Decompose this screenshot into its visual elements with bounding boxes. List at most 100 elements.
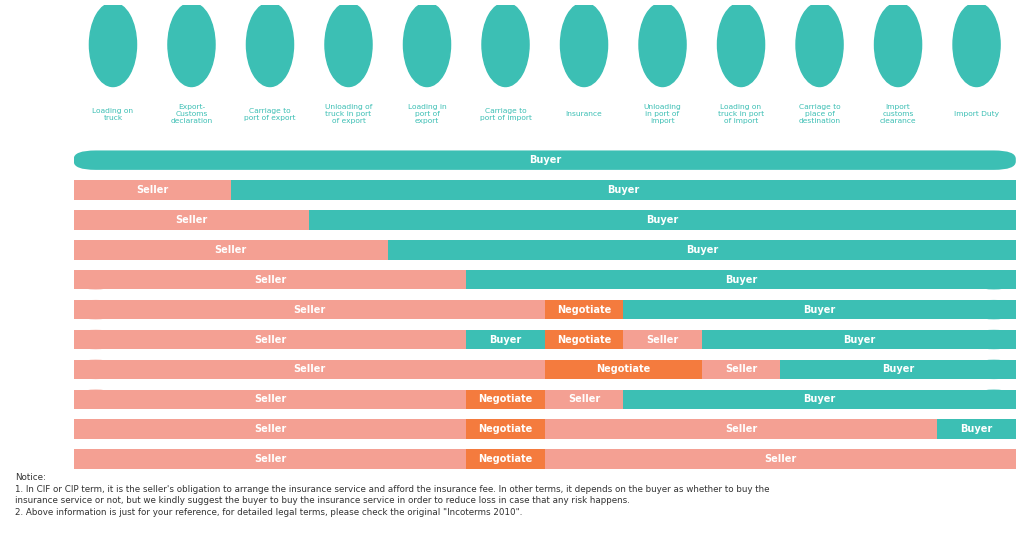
Text: Seller: Seller	[254, 275, 286, 285]
Bar	[95, 359, 118, 379]
Bar	[95, 270, 118, 289]
Text: Import
customs
clearance: Import customs clearance	[880, 105, 916, 124]
Circle shape	[482, 3, 529, 87]
Circle shape	[639, 3, 686, 87]
Bar	[780, 359, 1016, 379]
Text: Buyer: Buyer	[843, 334, 874, 345]
FancyBboxPatch shape	[972, 330, 1016, 349]
Text: Unloading of
truck in port
of export: Unloading of truck in port of export	[325, 105, 372, 124]
FancyBboxPatch shape	[972, 300, 1016, 319]
Bar	[545, 449, 1016, 469]
Text: Seller: Seller	[293, 364, 326, 374]
Circle shape	[0, 181, 38, 199]
Bar	[74, 449, 466, 469]
FancyBboxPatch shape	[74, 151, 1016, 170]
Text: Seller: Seller	[215, 245, 247, 255]
Circle shape	[0, 241, 38, 259]
Bar	[545, 359, 701, 379]
Circle shape	[325, 3, 372, 87]
Text: Insurance: Insurance	[565, 111, 602, 117]
Text: CFR: CFR	[5, 275, 25, 284]
Bar	[466, 270, 1016, 289]
Text: Buyer: Buyer	[528, 155, 561, 165]
Circle shape	[560, 3, 607, 87]
Text: FAS: FAS	[6, 215, 24, 225]
Bar	[95, 210, 118, 230]
FancyBboxPatch shape	[74, 270, 118, 289]
Bar	[937, 419, 1016, 439]
Bar	[74, 180, 230, 200]
Bar	[95, 419, 118, 439]
Text: Seller: Seller	[725, 424, 757, 434]
Text: Negotiate: Negotiate	[557, 305, 611, 315]
Text: Negotiate: Negotiate	[557, 334, 611, 345]
Bar	[74, 270, 466, 289]
Text: Seller: Seller	[293, 305, 326, 315]
Bar	[972, 240, 994, 260]
Text: FOB: FOB	[5, 246, 25, 254]
Text: Negotiate: Negotiate	[478, 395, 532, 404]
Bar	[74, 359, 545, 379]
Bar	[230, 180, 1016, 200]
Text: Buyer: Buyer	[882, 364, 914, 374]
Text: Seller: Seller	[568, 395, 600, 404]
Text: Import Duty: Import Duty	[954, 111, 999, 117]
Bar	[972, 180, 994, 200]
Text: Seller: Seller	[254, 454, 286, 464]
Bar	[74, 330, 466, 349]
Circle shape	[247, 3, 294, 87]
Text: Seller: Seller	[136, 185, 168, 195]
Bar	[701, 359, 780, 379]
FancyBboxPatch shape	[74, 210, 118, 230]
Bar	[74, 390, 466, 409]
Circle shape	[168, 3, 215, 87]
Text: Loading in
port of
export: Loading in port of export	[408, 105, 446, 124]
Text: Buyer: Buyer	[607, 185, 639, 195]
Circle shape	[89, 3, 136, 87]
Circle shape	[0, 271, 38, 288]
Circle shape	[0, 361, 38, 378]
Bar	[74, 419, 466, 439]
Bar	[972, 449, 994, 469]
Bar	[972, 359, 994, 379]
Text: Negotiate: Negotiate	[478, 424, 532, 434]
Text: CIP: CIP	[7, 365, 23, 374]
Bar	[95, 180, 118, 200]
FancyBboxPatch shape	[74, 359, 118, 379]
Circle shape	[0, 301, 38, 318]
Text: Carriage to
place of
destination: Carriage to place of destination	[799, 105, 841, 124]
Circle shape	[403, 3, 451, 87]
Text: Buyer: Buyer	[686, 245, 718, 255]
Bar	[309, 210, 1016, 230]
FancyBboxPatch shape	[972, 419, 1016, 439]
Text: Export-
Customs
declaration: Export- Customs declaration	[170, 105, 213, 124]
Text: Seller: Seller	[764, 454, 797, 464]
Text: Unloading
in port of
import: Unloading in port of import	[644, 105, 681, 124]
Text: CPT: CPT	[5, 335, 25, 344]
Bar	[972, 419, 994, 439]
FancyBboxPatch shape	[972, 210, 1016, 230]
Bar	[972, 270, 994, 289]
Text: Buyer: Buyer	[725, 275, 757, 285]
Circle shape	[796, 3, 843, 87]
Bar	[624, 390, 1016, 409]
Text: Buyer: Buyer	[804, 395, 836, 404]
Text: Buyer: Buyer	[489, 334, 521, 345]
Circle shape	[0, 391, 38, 408]
Bar	[545, 419, 937, 439]
Bar	[466, 449, 545, 469]
Circle shape	[0, 420, 38, 438]
FancyBboxPatch shape	[74, 240, 118, 260]
Text: Negotiate: Negotiate	[478, 454, 532, 464]
Text: Notice:
1. In CIF or CIP term, it is the seller's obligation to arrange the insu: Notice: 1. In CIF or CIP term, it is the…	[15, 473, 770, 517]
Text: Buyer: Buyer	[646, 215, 679, 225]
Bar	[972, 210, 994, 230]
Text: Loading on
truck: Loading on truck	[92, 108, 133, 121]
Circle shape	[0, 151, 38, 169]
Bar	[972, 300, 994, 319]
Circle shape	[874, 3, 922, 87]
Bar	[624, 330, 701, 349]
Text: Seller: Seller	[725, 364, 757, 374]
FancyBboxPatch shape	[74, 300, 118, 319]
Circle shape	[718, 3, 765, 87]
